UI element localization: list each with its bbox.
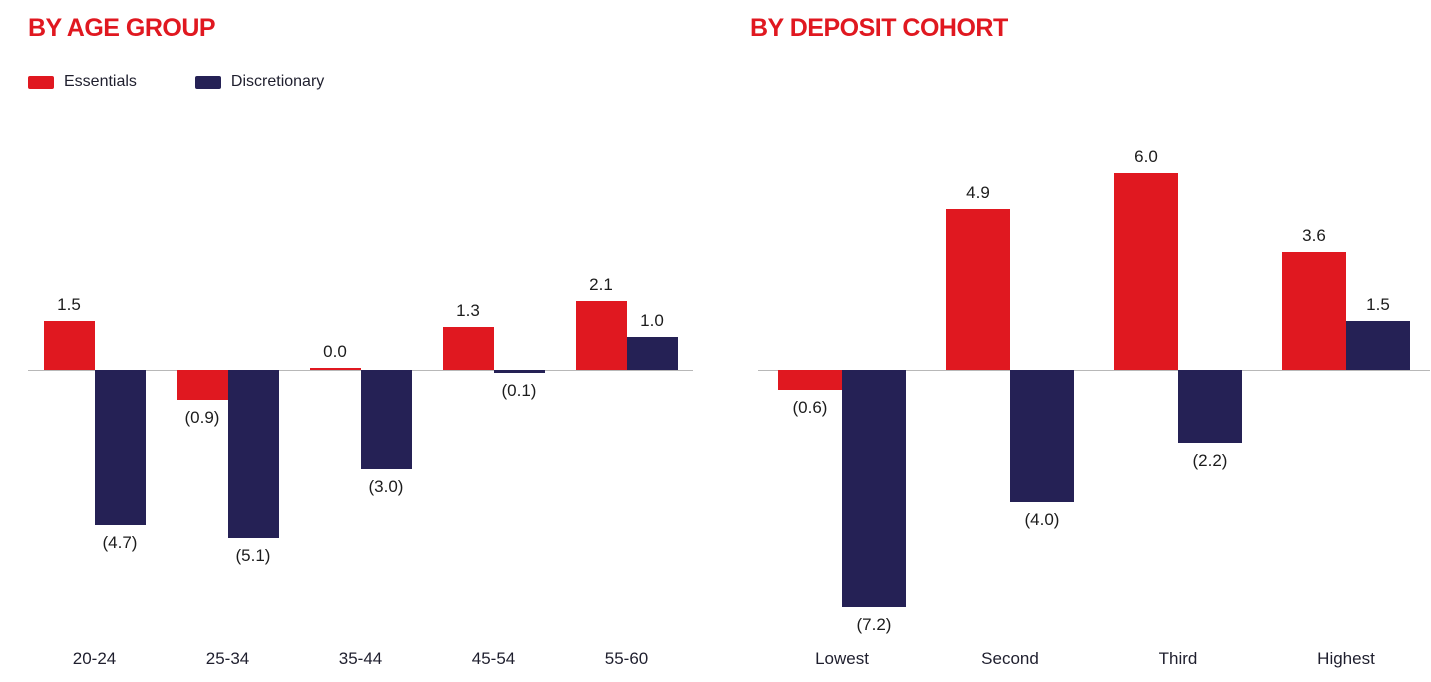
value-label-discretionary-second: (4.0) [1024,509,1060,529]
bar-essentials-highest [1282,251,1346,371]
bar-discretionary-35-44 [360,370,412,469]
legend-item-essentials: Essentials [28,73,137,91]
value-label-essentials-third: 6.0 [1134,147,1158,167]
legend: Essentials Discretionary [28,73,693,91]
chart-title-by-age-group: BY AGE GROUP [28,14,216,42]
x-axis-label-lowest: Lowest [815,649,869,668]
essentials-swatch-icon [28,75,54,89]
bar-essentials-45-54 [442,327,494,371]
x-axis-label-55-60: 55-60 [604,649,649,668]
bar-discretionary-55-60 [626,337,678,371]
bar-essentials-20-24 [43,320,95,371]
legend-label-essentials: Essentials [64,73,137,90]
age-group-plot-area: 1.5 (4.7) 20-24 (0.9) (5.1) 25-34 0.0 (3.0) 35-4… [28,150,693,668]
zero-axis-line [758,370,1430,372]
x-axis-label-third: Third [1158,649,1198,668]
value-label-discretionary-35-44: (3.0) [368,476,404,496]
bar-discretionary-45-54 [493,370,545,374]
value-label-essentials-20-24: 1.5 [57,294,81,314]
chart-by-age-group: BY AGE GROUP Essentials Discretionary 1.… [28,14,693,668]
x-axis-label-20-24: 20-24 [72,649,117,668]
value-label-discretionary-20-24: (4.7) [102,532,138,552]
bar-essentials-third [1114,173,1178,371]
bar-discretionary-second [1010,370,1074,502]
value-label-essentials-second: 4.9 [966,183,990,203]
x-axis-label-25-34: 25-34 [205,649,250,668]
value-label-essentials-55-60: 2.1 [589,275,613,295]
value-label-essentials-25-34: (0.9) [184,407,220,427]
bar-essentials-second [946,209,1010,371]
bar-discretionary-20-24 [94,370,146,525]
value-label-discretionary-third: (2.2) [1192,450,1228,470]
chart-by-deposit-cohort: BY DEPOSIT COHORT (0.6) (7.2) Lowest 4.9 (4.… [750,14,1430,668]
value-label-discretionary-lowest: (7.2) [856,614,892,634]
bar-essentials-55-60 [575,301,627,371]
bar-essentials-35-44 [309,368,361,371]
x-axis-label-35-44: 35-44 [338,649,383,668]
chart-title-by-deposit-cohort: BY DEPOSIT COHORT [750,14,1008,42]
value-label-essentials-45-54: 1.3 [456,301,480,321]
deposit-cohort-plot-area: (0.6) (7.2) Lowest 4.9 (4.0) Second 6.0 (2.2) Th… [758,147,1430,668]
bar-discretionary-highest [1346,320,1410,371]
x-axis-label-highest: Highest [1317,649,1375,668]
x-axis-label-45-54: 45-54 [471,649,516,668]
discretionary-swatch-icon [194,75,221,89]
value-label-essentials-highest: 3.6 [1302,225,1326,245]
bar-discretionary-25-34 [227,370,279,538]
bar-essentials-25-34 [176,370,228,400]
value-label-discretionary-highest: 1.5 [1366,294,1390,314]
value-label-discretionary-25-34: (5.1) [235,545,271,565]
x-axis-label-second: Second [981,649,1039,668]
legend-label-discretionary: Discretionary [230,73,325,90]
bar-discretionary-lowest [842,370,906,607]
value-label-essentials-35-44: 0.0 [323,342,347,362]
value-label-discretionary-45-54: (0.1) [501,381,537,401]
bar-discretionary-third [1178,370,1242,443]
bar-essentials-lowest [778,370,842,390]
value-label-discretionary-55-60: 1.0 [640,311,664,331]
legend-item-discretionary: Discretionary [194,73,325,91]
value-label-essentials-lowest: (0.6) [792,397,828,417]
